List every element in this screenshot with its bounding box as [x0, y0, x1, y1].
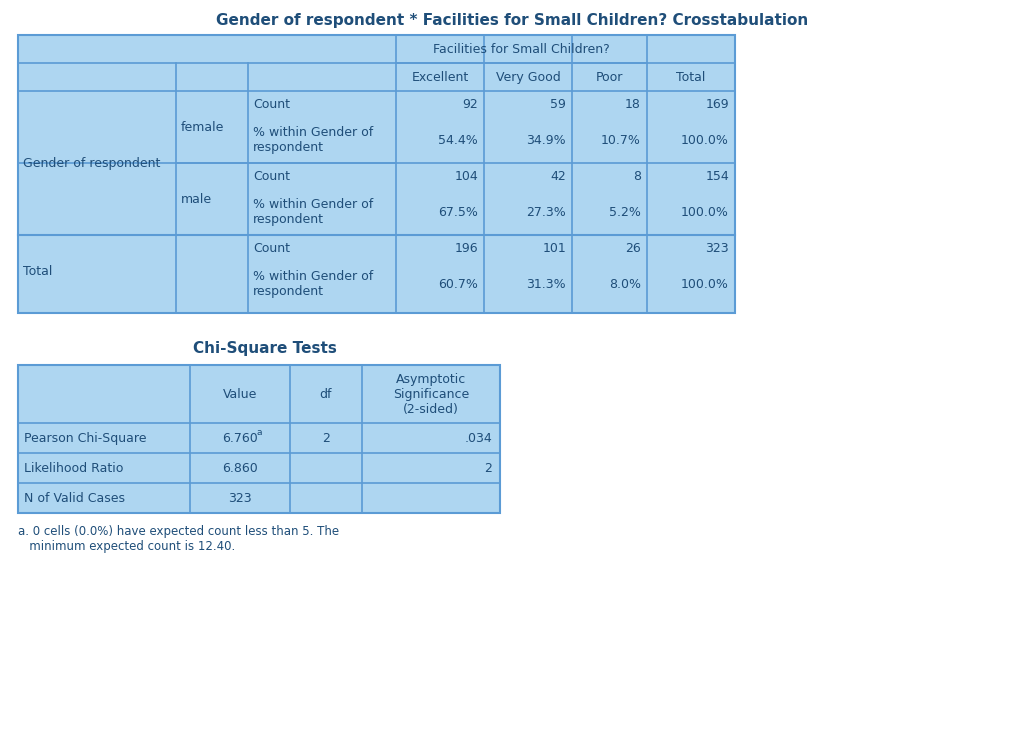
Text: Gender of respondent * Facilities for Small Children? Crosstabulation: Gender of respondent * Facilities for Sm…	[216, 13, 808, 27]
Text: Facilities for Small Children?: Facilities for Small Children?	[433, 43, 610, 55]
Text: Gender of respondent: Gender of respondent	[23, 156, 161, 170]
Text: Total: Total	[676, 71, 706, 83]
Text: % within Gender of
respondent: % within Gender of respondent	[253, 126, 374, 154]
Text: Value: Value	[223, 387, 257, 401]
Text: Poor: Poor	[596, 71, 624, 83]
Text: 6.760: 6.760	[222, 432, 258, 444]
Text: Total: Total	[23, 264, 52, 277]
Text: Asymptotic
Significance
(2-sided): Asymptotic Significance (2-sided)	[393, 373, 469, 415]
Text: a: a	[256, 427, 262, 436]
Text: 8: 8	[633, 170, 641, 182]
Text: Count: Count	[253, 241, 290, 255]
Text: .034: .034	[464, 432, 492, 444]
Text: 2: 2	[484, 461, 492, 475]
Text: df: df	[319, 387, 332, 401]
Text: 101: 101	[543, 241, 566, 255]
Text: 54.4%: 54.4%	[438, 134, 478, 147]
Text: 5.2%: 5.2%	[609, 205, 641, 218]
Text: Very Good: Very Good	[496, 71, 560, 83]
Text: Count: Count	[253, 170, 290, 182]
Text: 154: 154	[706, 170, 729, 182]
Text: 26: 26	[626, 241, 641, 255]
Bar	[18, 365, 500, 513]
Text: 2: 2	[323, 432, 330, 444]
Text: 100.0%: 100.0%	[681, 205, 729, 218]
Bar	[18, 35, 735, 313]
Text: N of Valid Cases: N of Valid Cases	[24, 492, 125, 505]
Text: 323: 323	[706, 241, 729, 255]
Text: female: female	[181, 120, 224, 134]
Text: 8.0%: 8.0%	[609, 277, 641, 291]
Text: 42: 42	[550, 170, 566, 182]
Text: 104: 104	[455, 170, 478, 182]
Text: 6.860: 6.860	[222, 461, 258, 475]
Text: Likelihood Ratio: Likelihood Ratio	[24, 461, 123, 475]
Text: 34.9%: 34.9%	[526, 134, 566, 147]
Text: 67.5%: 67.5%	[438, 205, 478, 218]
Text: 100.0%: 100.0%	[681, 134, 729, 147]
Text: 18: 18	[625, 97, 641, 111]
Text: 59: 59	[550, 97, 566, 111]
Text: 10.7%: 10.7%	[601, 134, 641, 147]
Text: 100.0%: 100.0%	[681, 277, 729, 291]
Text: Count: Count	[253, 97, 290, 111]
Text: 169: 169	[706, 97, 729, 111]
Text: % within Gender of
respondent: % within Gender of respondent	[253, 198, 374, 226]
Text: Chi-Square Tests: Chi-Square Tests	[194, 340, 337, 356]
Text: minimum expected count is 12.40.: minimum expected count is 12.40.	[18, 540, 236, 553]
Text: 27.3%: 27.3%	[526, 205, 566, 218]
Text: Excellent: Excellent	[412, 71, 469, 83]
Text: 92: 92	[462, 97, 478, 111]
Text: Pearson Chi-Square: Pearson Chi-Square	[24, 432, 146, 444]
Text: 323: 323	[228, 492, 252, 505]
Text: a. 0 cells (0.0%) have expected count less than 5. The: a. 0 cells (0.0%) have expected count le…	[18, 525, 339, 538]
Text: 196: 196	[455, 241, 478, 255]
Text: 60.7%: 60.7%	[438, 277, 478, 291]
Text: % within Gender of
respondent: % within Gender of respondent	[253, 270, 374, 298]
Text: male: male	[181, 193, 212, 205]
Text: 31.3%: 31.3%	[526, 277, 566, 291]
